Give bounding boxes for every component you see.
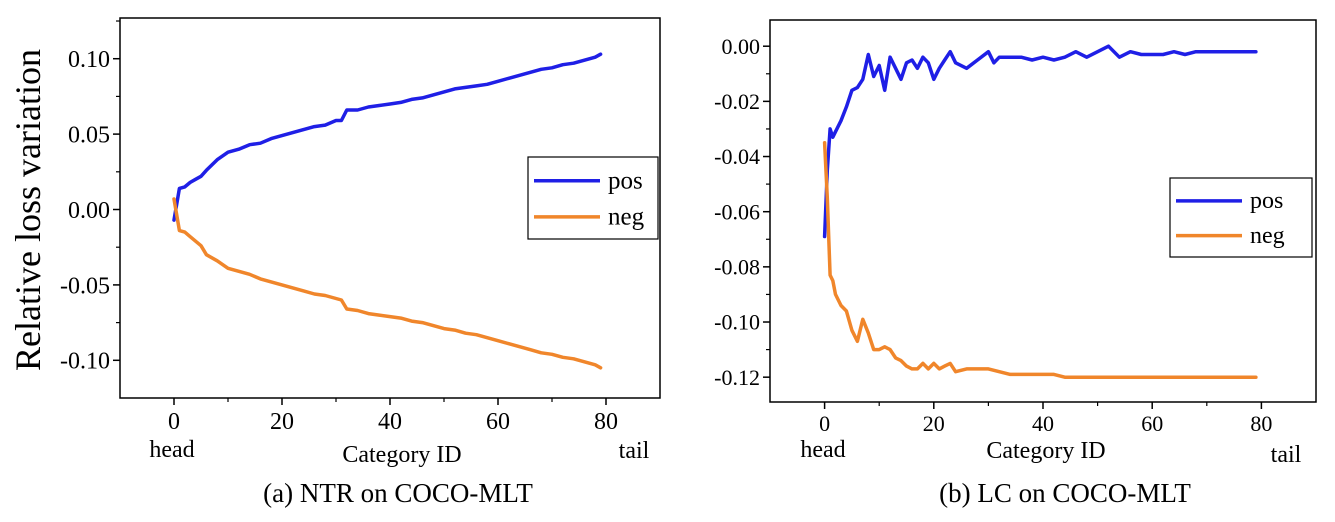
legend-label-pos-b: pos [1250, 188, 1283, 214]
series-line-pos-b [822, 44, 1258, 239]
y-tick-label-a: 0.05 [68, 123, 110, 149]
x-tick-label-a: 20 [270, 409, 294, 435]
tail-label-b: tail [1271, 442, 1302, 468]
legend-box-a [527, 156, 659, 240]
head-label-a: head [149, 437, 194, 463]
x-tick-label-a: 60 [486, 409, 510, 435]
caption-b: (b) LC on COCO-MLT [939, 478, 1191, 508]
y-tick-label-b: -0.12 [714, 365, 760, 390]
x-tick-label-a: 40 [378, 409, 402, 435]
y-tick-label-a: 0.00 [68, 198, 110, 224]
x-axis-label-a: Category ID [342, 442, 461, 468]
legend-b: pos neg [1169, 177, 1313, 258]
legend-label-pos-a: pos [608, 167, 643, 194]
y-tick-label-b: -0.08 [714, 255, 760, 280]
legend-box-b [1169, 177, 1313, 258]
x-tick-label-b: 40 [1032, 411, 1054, 436]
y-tick-label-b: -0.10 [714, 310, 760, 335]
x-tick-label-a: 80 [594, 409, 618, 435]
series-line-neg-a [172, 197, 603, 370]
x-tick-label-b: 0 [819, 411, 830, 436]
x-tick-label-b: 60 [1141, 411, 1163, 436]
y-tick-label-a: 0.10 [68, 47, 110, 73]
x-axis-label-b: Category ID [986, 438, 1105, 464]
y-tick-label-a: -0.10 [60, 349, 110, 375]
x-tick-label-b: 80 [1250, 411, 1272, 436]
panel-a: -0.10 -0.05 0.00 0.05 0.10 0 20 40 60 80 pos neg Cat… [60, 17, 661, 508]
x-tick-label-b: 20 [923, 411, 945, 436]
x-tick-label-a: 0 [168, 409, 180, 435]
y-tick-label-b: 0.00 [722, 34, 761, 59]
y-tick-label-a: -0.05 [60, 273, 110, 299]
series-line-pos-a [172, 52, 603, 222]
y-tick-label-b: -0.04 [714, 144, 760, 169]
shared-y-axis-label: Relative loss variation [8, 49, 48, 371]
y-tick-label-b: -0.02 [714, 89, 760, 114]
legend-label-neg-b: neg [1250, 223, 1285, 249]
series-line-neg-b [822, 140, 1258, 379]
y-tick-label-b: -0.06 [714, 199, 760, 224]
head-label-b: head [800, 437, 845, 463]
legend-label-neg-a: neg [608, 203, 645, 230]
caption-a: (a) NTR on COCO-MLT [263, 478, 533, 508]
legend-a: pos neg [527, 156, 659, 240]
tail-label-a: tail [619, 438, 650, 464]
panel-b: -0.12 -0.10 -0.08 -0.06 -0.04 -0.02 0.00 0 20 40 6… [714, 19, 1317, 508]
